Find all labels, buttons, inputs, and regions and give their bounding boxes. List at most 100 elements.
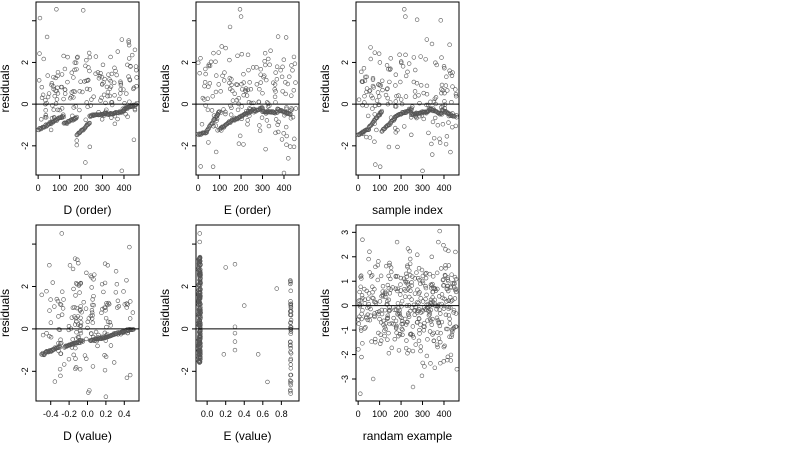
residual-point <box>74 55 80 60</box>
x-tick-label: 0.4 <box>118 409 131 419</box>
residual-point <box>403 73 409 79</box>
residual-point <box>422 364 427 369</box>
y-tick-label: 3 <box>340 230 350 235</box>
residual-point <box>386 351 392 356</box>
residual-point <box>360 237 365 242</box>
residual-point <box>95 343 100 349</box>
residual-point <box>433 95 439 100</box>
residual-point <box>382 333 387 339</box>
residual-point <box>131 85 137 90</box>
trend-point <box>80 338 85 343</box>
residual-point <box>434 307 439 312</box>
residual-point <box>44 331 49 336</box>
x-tick-label: 200 <box>394 183 409 193</box>
residual-point <box>382 291 388 296</box>
residual-point <box>450 124 455 130</box>
column-point <box>288 389 293 394</box>
residual-point <box>89 285 94 290</box>
residual-point <box>398 314 403 319</box>
residual-point <box>103 305 108 310</box>
residual-point <box>361 66 367 71</box>
residual-point <box>395 301 401 306</box>
residual-point <box>45 94 51 100</box>
residual-point <box>40 332 46 338</box>
residual-point <box>403 294 408 299</box>
residual-point <box>113 68 118 74</box>
residual-point <box>227 24 233 30</box>
residual-point <box>415 310 420 315</box>
residual-point <box>434 342 440 347</box>
residual-point <box>86 50 92 56</box>
residual-point <box>443 312 449 318</box>
residual-point <box>72 256 78 261</box>
residual-point <box>272 87 277 92</box>
ylabel: residuals <box>158 289 172 337</box>
residual-point <box>447 321 453 326</box>
residual-point <box>376 259 381 264</box>
residual-point <box>262 51 268 56</box>
residual-point <box>453 91 459 97</box>
residual-point <box>414 17 420 22</box>
residual-point <box>108 84 114 89</box>
y-tick-label: 0 <box>340 303 350 308</box>
x-tick-label: 300 <box>415 409 430 419</box>
residual-point <box>376 51 382 56</box>
x-tick-label: 100 <box>372 183 387 193</box>
residual-point <box>124 278 129 283</box>
residual-point <box>78 304 83 309</box>
residual-point <box>387 262 392 268</box>
x-tick-label: 0.0 <box>81 409 94 419</box>
residual-point <box>431 274 436 279</box>
residual-point <box>443 263 448 268</box>
column-point <box>288 358 293 363</box>
residual-point <box>453 311 459 316</box>
residual-point <box>100 62 106 67</box>
residual-point <box>447 316 452 321</box>
residual-point <box>370 284 375 289</box>
residual-point <box>373 299 378 305</box>
residual-point <box>388 276 393 282</box>
residual-point <box>126 74 131 79</box>
residual-point <box>410 348 416 354</box>
residual-point <box>442 90 447 96</box>
residual-point <box>102 367 108 373</box>
residual-point <box>119 168 125 174</box>
residual-point <box>234 82 239 87</box>
residual-point <box>76 260 81 266</box>
residual-point <box>276 129 281 135</box>
residual-point <box>438 339 443 345</box>
residual-point <box>424 92 430 97</box>
residual-point <box>288 116 294 121</box>
residual-point <box>405 246 411 251</box>
residual-point <box>44 289 49 294</box>
residual-point <box>446 313 451 318</box>
ylabel: residuals <box>0 64 12 112</box>
residual-point <box>62 362 67 367</box>
residual-point <box>398 97 404 102</box>
residual-point <box>210 94 215 99</box>
residual-point <box>407 294 412 300</box>
residual-point <box>289 63 294 68</box>
residual-point <box>78 323 84 328</box>
residual-point <box>55 91 61 96</box>
residual-point <box>265 379 270 385</box>
residual-point <box>288 144 293 149</box>
residual-point <box>219 44 224 49</box>
residual-point <box>420 273 426 279</box>
residual-point <box>415 252 420 257</box>
residual-point <box>427 310 432 315</box>
residual-point <box>382 307 388 313</box>
residual-point <box>133 64 139 69</box>
residual-point <box>368 56 373 62</box>
residual-point <box>419 267 425 273</box>
residual-point <box>264 77 269 83</box>
residual-point <box>453 87 458 92</box>
residual-point <box>356 317 361 322</box>
residual-point <box>237 7 243 12</box>
trend-point <box>431 108 436 114</box>
trend-point <box>134 100 139 106</box>
residual-point <box>421 328 426 333</box>
column-point <box>197 350 203 355</box>
residual-point <box>292 136 297 142</box>
trend-point <box>61 114 67 120</box>
